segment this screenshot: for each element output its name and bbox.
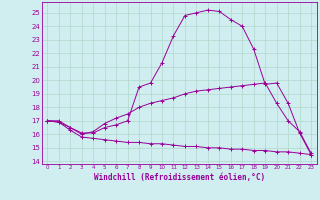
X-axis label: Windchill (Refroidissement éolien,°C): Windchill (Refroidissement éolien,°C) bbox=[94, 173, 265, 182]
